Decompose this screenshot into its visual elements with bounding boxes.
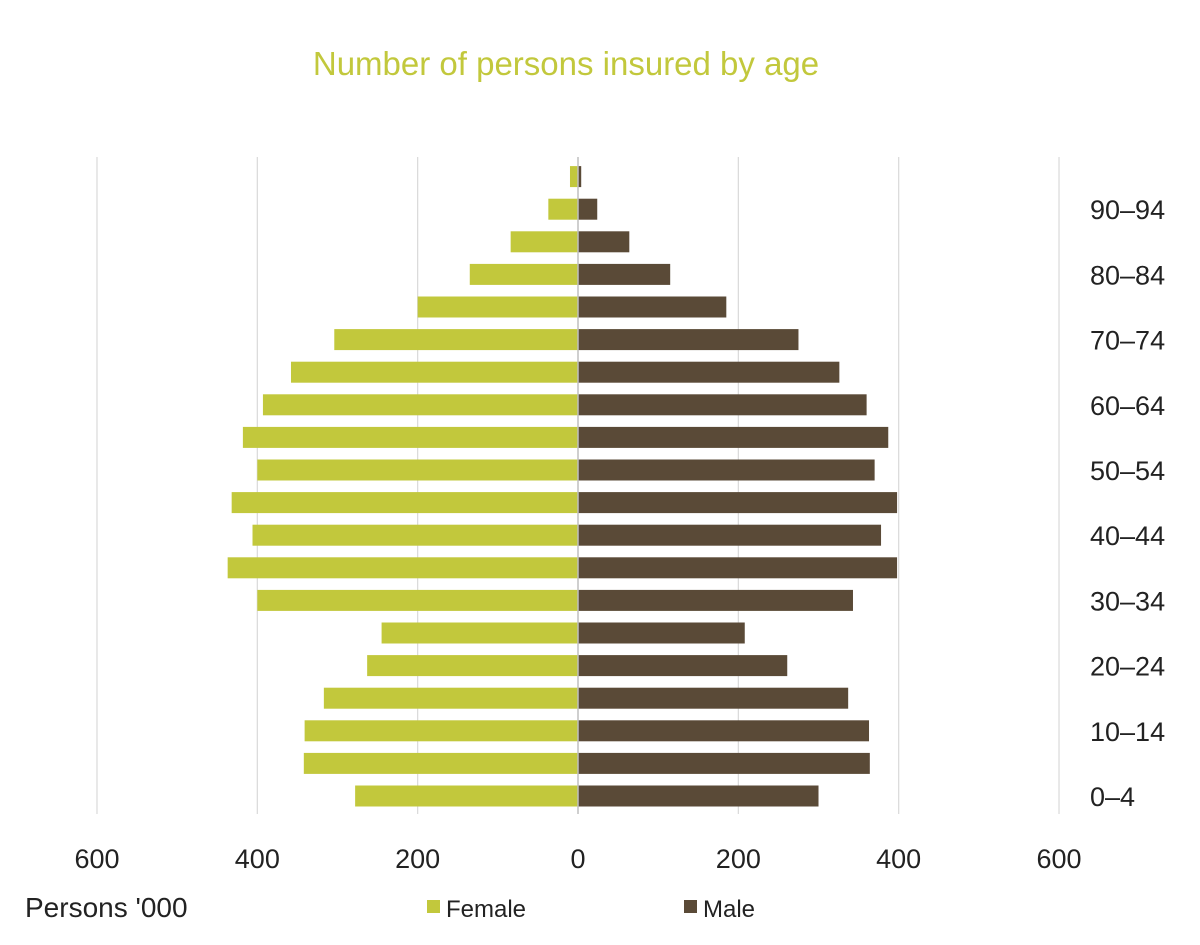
- bar-male-0: [578, 785, 819, 807]
- bar-male-6: [578, 589, 853, 611]
- bar-male-13: [578, 361, 840, 383]
- bar-male-11: [578, 426, 889, 448]
- chart-title: Number of persons insured by age: [313, 45, 819, 82]
- age-label-0: 0–4: [1090, 782, 1135, 812]
- x-tick-label-1: 400: [235, 844, 280, 874]
- bar-female-2: [304, 720, 578, 742]
- bar-female-9: [231, 492, 579, 514]
- bar-male-1: [578, 752, 870, 774]
- age-label-8: 40–44: [1090, 521, 1165, 551]
- x-tick-labels: 600 400 200 0 200 400 600: [74, 844, 1081, 874]
- age-label-10: 50–54: [1090, 456, 1165, 486]
- age-label-4: 20–24: [1090, 652, 1165, 682]
- age-label-14: 70–74: [1090, 326, 1165, 356]
- x-tick-label-0: 600: [74, 844, 119, 874]
- bar-female-16: [469, 263, 578, 285]
- bar-male-7: [578, 557, 898, 579]
- bar-male-12: [578, 394, 867, 416]
- bar-male-15: [578, 296, 727, 318]
- bar-female-15: [417, 296, 578, 318]
- x-tick-label-3: 0: [570, 844, 585, 874]
- gridlines: [96, 157, 1060, 814]
- x-tick-label-5: 400: [876, 844, 921, 874]
- bar-male-4: [578, 655, 788, 677]
- bar-male-3: [578, 687, 849, 709]
- bar-female-7: [227, 557, 578, 579]
- x-tick-label-6: 600: [1036, 844, 1081, 874]
- bars: [227, 166, 898, 807]
- age-label-18: 90–94: [1090, 195, 1165, 225]
- bar-female-19: [569, 166, 578, 188]
- bar-female-11: [242, 426, 578, 448]
- legend-label-female: Female: [446, 896, 526, 923]
- bar-male-8: [578, 524, 882, 546]
- bar-male-16: [578, 263, 671, 285]
- bar-male-5: [578, 622, 745, 644]
- age-label-12: 60–64: [1090, 391, 1165, 421]
- bar-female-10: [257, 459, 578, 481]
- bar-female-6: [257, 589, 578, 611]
- legend-swatch-male: [684, 900, 697, 913]
- bar-male-9: [578, 492, 898, 514]
- x-tick-label-4: 200: [716, 844, 761, 874]
- age-label-6: 30–34: [1090, 586, 1165, 616]
- bar-male-10: [578, 459, 875, 481]
- bar-female-0: [355, 785, 578, 807]
- bar-female-4: [367, 655, 578, 677]
- age-label-2: 10–14: [1090, 717, 1165, 747]
- bar-female-14: [334, 329, 578, 351]
- bar-female-1: [303, 752, 578, 774]
- legend-label-male: Male: [703, 896, 755, 923]
- bar-female-12: [262, 394, 578, 416]
- bar-female-8: [252, 524, 578, 546]
- legend-swatch-female: [427, 900, 440, 913]
- bar-male-17: [578, 231, 630, 253]
- age-group-labels: 0–4 10–14 20–24 30–34 40–44 50–54 60–64 70–74 80…: [1090, 195, 1165, 812]
- bar-female-17: [510, 231, 578, 253]
- x-tick-label-2: 200: [395, 844, 440, 874]
- bar-female-13: [290, 361, 578, 383]
- bar-female-3: [323, 687, 578, 709]
- x-axis-unit-label: Persons '000: [25, 892, 188, 923]
- bar-female-18: [548, 198, 578, 220]
- age-label-16: 80–84: [1090, 260, 1165, 290]
- bar-male-18: [578, 198, 598, 220]
- bar-male-19: [578, 166, 582, 188]
- bar-female-5: [381, 622, 578, 644]
- bar-male-14: [578, 329, 799, 351]
- legend: Female Male: [427, 896, 755, 923]
- bar-male-2: [578, 720, 870, 742]
